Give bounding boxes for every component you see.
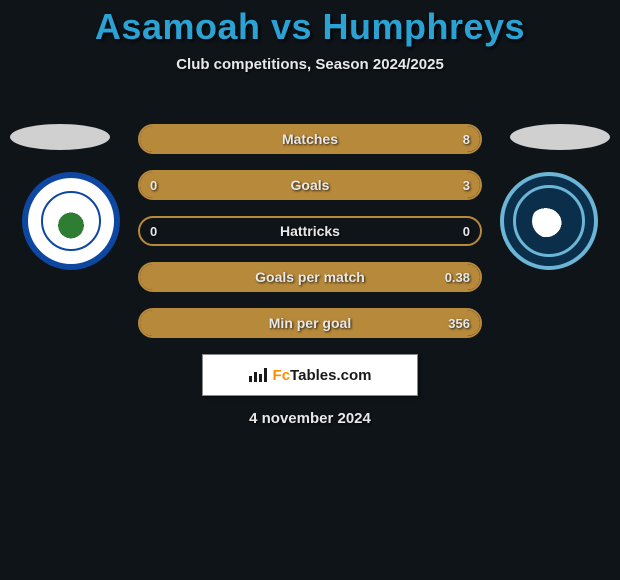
stat-row: Min per goal 356 <box>138 308 482 338</box>
club-crest-right <box>500 172 598 270</box>
brand-suffix: Tables.com <box>290 367 371 384</box>
club-crest-left <box>22 172 120 270</box>
brand-text: FcTables.com <box>273 367 372 384</box>
stats-table: Matches 8 0 Goals 3 0 Hattricks 0 Goals per matc… <box>138 124 482 354</box>
stat-value-right: 0.38 <box>445 270 470 285</box>
stat-value-right: 0 <box>463 224 470 239</box>
brand-prefix: Fc <box>273 367 291 384</box>
stat-value-right: 3 <box>463 178 470 193</box>
swan-icon <box>532 204 566 238</box>
bar-chart-icon <box>249 368 267 382</box>
stat-row: 0 Hattricks 0 <box>138 216 482 246</box>
stat-value-left: 0 <box>150 178 157 193</box>
stat-value-right: 356 <box>448 316 470 331</box>
wycombe-ring-icon <box>513 185 585 257</box>
stat-row: 0 Goals 3 <box>138 170 482 200</box>
date-text: 4 november 2024 <box>0 410 620 427</box>
stat-value-left: 0 <box>150 224 157 239</box>
stat-label: Min per goal <box>269 315 351 331</box>
player-left-halo <box>10 124 110 150</box>
stat-row: Matches 8 <box>138 124 482 154</box>
player-right-halo <box>510 124 610 150</box>
subtitle: Club competitions, Season 2024/2025 <box>0 56 620 73</box>
page-title: Asamoah vs Humphreys <box>0 0 620 48</box>
wigan-tree-icon <box>41 191 101 251</box>
stat-label: Matches <box>282 131 338 147</box>
stat-label: Hattricks <box>280 223 340 239</box>
brand-box[interactable]: FcTables.com <box>202 354 418 396</box>
stat-label: Goals per match <box>255 269 365 285</box>
stat-label: Goals <box>291 177 330 193</box>
stat-value-right: 8 <box>463 132 470 147</box>
stat-row: Goals per match 0.38 <box>138 262 482 292</box>
